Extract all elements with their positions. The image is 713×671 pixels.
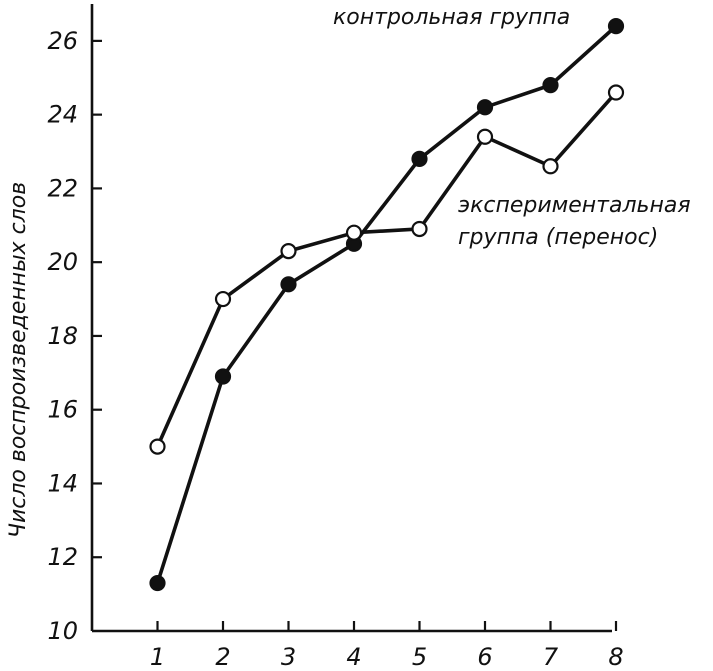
series-lines: [155, 24, 618, 585]
series-line-control-group: [155, 24, 618, 585]
y-tick-label: 12: [47, 543, 78, 571]
y-axis-title: Число воспроизведенных слов: [6, 182, 31, 538]
x-tick-label: 4: [346, 643, 361, 671]
data-point-experimental-group: [542, 158, 559, 175]
data-point-experimental-group: [280, 243, 297, 260]
x-tick-label: 6: [477, 643, 492, 671]
data-point-experimental-group: [411, 220, 428, 238]
y-ticks: 10 12 14 16 18 20 22 24 26: [47, 27, 102, 645]
data-point-experimental-group: [476, 128, 494, 145]
x-tick-label: 7: [543, 643, 559, 671]
x-ticks: 1 2 3 4 5 6 7 8: [150, 621, 624, 671]
y-tick-label: 14: [47, 469, 78, 497]
data-point-experimental-group: [149, 438, 166, 455]
y-tick-label: 26: [47, 27, 78, 55]
y-tick-label: 22: [47, 174, 78, 202]
y-tick-label: 18: [47, 322, 78, 350]
data-point-control-group: [542, 77, 559, 94]
series-label-control-group: контрольная группа: [333, 5, 570, 30]
y-tick-label: 20: [47, 248, 78, 276]
series-label-experimental-group-line-2: группа (перенос): [458, 225, 658, 250]
x-tick-label: 5: [412, 643, 427, 671]
data-point-control-group: [607, 18, 625, 35]
series-line-experimental-group: [155, 90, 618, 449]
data-point-experimental-group: [345, 224, 363, 241]
data-point-experimental-group: [607, 84, 625, 101]
x-tick-label: 2: [215, 643, 230, 671]
x-tick-label: 8: [608, 643, 623, 671]
data-point-control-group: [149, 574, 166, 592]
data-point-experimental-group: [214, 290, 232, 308]
y-tick-label: 10: [47, 617, 78, 645]
x-tick-label: 1: [150, 643, 165, 671]
data-point-control-group: [280, 276, 297, 293]
data-point-control-group: [476, 99, 494, 116]
axes: [90, 4, 612, 633]
data-point-control-group: [411, 150, 428, 168]
x-tick-label: 3: [281, 643, 296, 671]
series-points: [149, 18, 625, 592]
series-label-experimental-group-line-1: экспериментальная: [458, 193, 691, 218]
y-tick-label: 16: [47, 396, 78, 424]
y-tick-label: 24: [47, 101, 78, 129]
data-point-control-group: [214, 368, 232, 385]
